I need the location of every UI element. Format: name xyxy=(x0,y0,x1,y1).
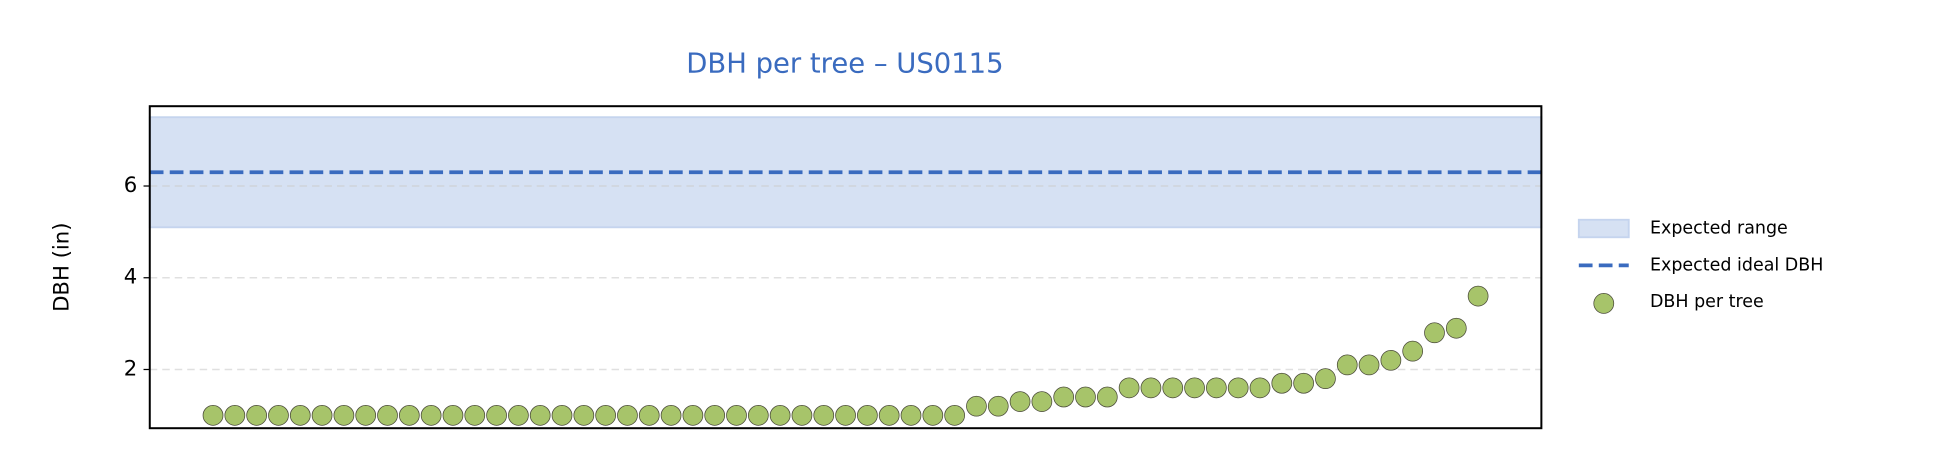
data-point xyxy=(1009,391,1031,412)
data-point xyxy=(1315,368,1336,390)
data-point xyxy=(1336,354,1358,376)
data-point xyxy=(1140,377,1162,399)
data-point xyxy=(442,405,464,426)
data-point xyxy=(1206,377,1227,399)
data-point xyxy=(333,405,355,426)
data-point xyxy=(922,405,944,426)
legend-label: Expected ideal DBH xyxy=(1650,255,1823,275)
data-point xyxy=(268,405,289,426)
data-point xyxy=(1227,377,1249,399)
data-point xyxy=(1467,285,1489,307)
data-point xyxy=(1249,377,1271,399)
data-point xyxy=(987,395,1009,417)
data-point xyxy=(1445,317,1467,339)
legend-label: Expected range xyxy=(1650,219,1788,239)
data-point xyxy=(1271,372,1293,394)
data-point xyxy=(551,405,573,426)
data-point xyxy=(660,405,682,426)
data-point xyxy=(595,405,616,426)
data-point xyxy=(1184,377,1205,399)
data-point xyxy=(682,405,704,426)
data-point xyxy=(1031,391,1053,412)
data-point xyxy=(420,405,442,426)
data-point xyxy=(529,405,551,426)
data-point xyxy=(1162,377,1184,399)
data-point xyxy=(224,405,246,426)
data-point xyxy=(202,405,224,426)
data-point xyxy=(638,405,660,426)
data-point xyxy=(878,405,900,426)
data-point xyxy=(246,405,268,426)
data-point xyxy=(1118,377,1140,399)
y-tick-label: 2 xyxy=(124,356,138,381)
data-point xyxy=(311,405,333,426)
data-point xyxy=(1293,372,1314,394)
data-point xyxy=(726,405,747,426)
data-point xyxy=(900,405,922,426)
data-point xyxy=(769,405,791,426)
data-point xyxy=(355,405,377,426)
legend-label: DBH per tree xyxy=(1650,292,1764,312)
data-point xyxy=(377,405,398,426)
data-point xyxy=(1402,340,1424,362)
data-point xyxy=(966,395,987,417)
data-point xyxy=(835,405,856,426)
data-point xyxy=(464,405,486,426)
data-point xyxy=(289,405,311,426)
legend-swatch xyxy=(1577,218,1630,239)
data-point xyxy=(747,405,769,426)
y-tick-label: 6 xyxy=(124,173,138,198)
data-point xyxy=(1096,386,1118,408)
data-point xyxy=(857,405,878,426)
y-axis-label: DBH (in) xyxy=(49,222,74,311)
y-tick-label: 4 xyxy=(124,265,138,290)
data-point xyxy=(791,405,813,426)
data-point xyxy=(398,405,420,426)
data-point xyxy=(617,405,638,426)
data-point xyxy=(1380,349,1402,371)
data-point xyxy=(1358,354,1380,376)
data-point xyxy=(944,405,965,426)
legend-swatch xyxy=(1593,293,1615,314)
chart-title: DBH per tree – US0115 xyxy=(686,49,1003,80)
data-point xyxy=(508,405,529,426)
data-point xyxy=(1075,386,1096,408)
data-point xyxy=(1424,322,1445,344)
data-point xyxy=(704,405,726,426)
data-point xyxy=(573,405,595,426)
data-point xyxy=(486,405,507,426)
data-point xyxy=(813,405,835,426)
data-point xyxy=(1053,386,1075,408)
plot-frame xyxy=(148,105,1543,430)
